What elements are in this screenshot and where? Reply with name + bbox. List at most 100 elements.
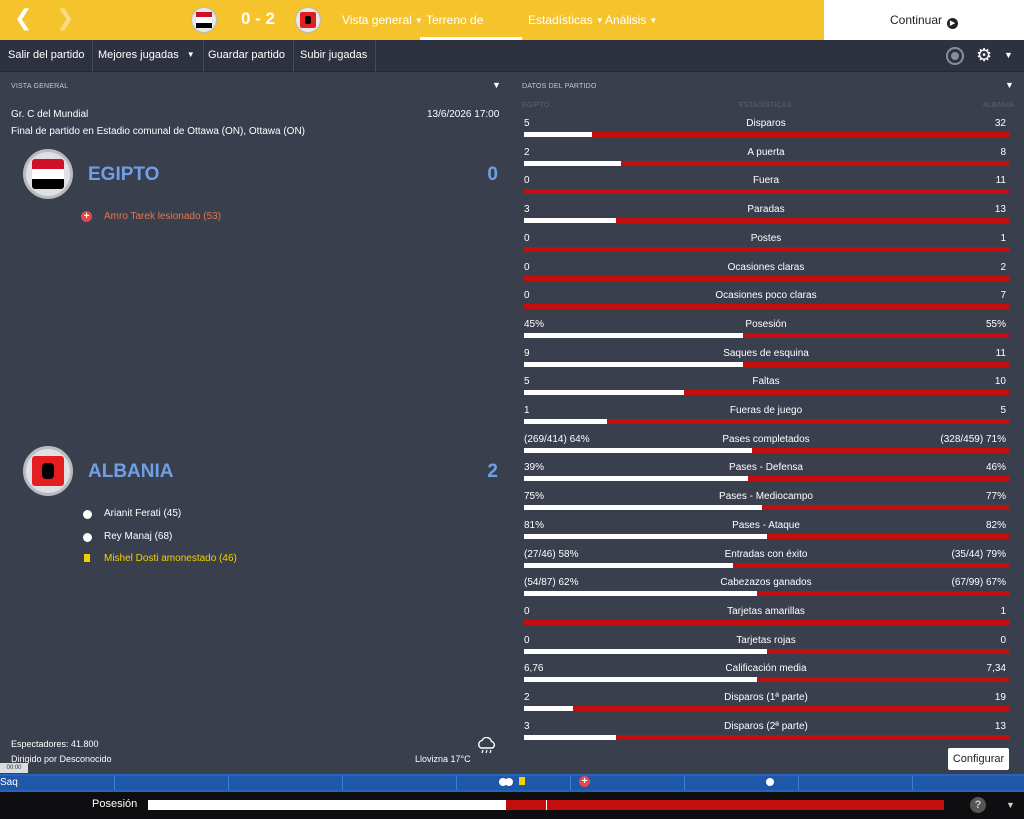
tab-vista-general[interactable]: Vista general ▼ (342, 13, 423, 27)
stat-away-value: 5 (1000, 405, 1006, 416)
stat-away-value: 1 (1000, 232, 1006, 244)
home-event-injury[interactable]: Amro Tarek lesionado (53) (104, 211, 222, 222)
away-team-score: 2 (487, 461, 498, 482)
stat-away-value: 19 (994, 692, 1006, 703)
away-team-name[interactable]: ALBANIA (88, 461, 174, 482)
egypt-crest-icon[interactable] (191, 7, 217, 33)
stat-home-value: 45% (524, 318, 545, 330)
possession-label: Posesión (92, 798, 138, 810)
stat-bar-home-fill (524, 648, 767, 654)
weather-label: Llovizna 17°C (415, 754, 471, 764)
stat-home-value: 0 (524, 175, 530, 187)
tab-analisis[interactable]: Análisis ▼ (605, 13, 658, 27)
stat-home-value: (269/414) 64% (524, 433, 590, 445)
tab-terreno-de-juego[interactable]: Terreno de juego▼ (420, 0, 522, 67)
match-stats-section-title: DATOS DEL PARTIDO (522, 83, 597, 90)
chevron-down-icon: ▼ (186, 50, 195, 59)
stat-row: 0 Ocasiones poco claras 7 (522, 290, 1010, 319)
back-arrow-icon[interactable]: ❮ (14, 6, 33, 31)
stat-home-value: 5 (524, 376, 530, 388)
collapse-chevron-icon[interactable]: ▼ (1005, 80, 1014, 90)
home-team-name[interactable]: EGIPTO (88, 164, 160, 185)
referee-label: Dirigido por Desconocido (11, 754, 112, 764)
stat-row: 75% Pases - Mediocampo 77% (522, 491, 1010, 520)
stat-row: 0 Tarjetas rojas 0 (522, 635, 1010, 664)
albania-crest-icon[interactable] (23, 446, 73, 496)
stat-home-value: 0 (524, 290, 530, 302)
timeline-goal-ball-icon[interactable] (499, 778, 507, 786)
stat-label: Disparos (746, 118, 786, 129)
timeline-tick (114, 776, 115, 790)
highlights-menu-button[interactable]: Mejores jugadas ▼ (90, 40, 204, 72)
save-match-button[interactable]: Guardar partido (200, 40, 295, 72)
stat-label: Tarjetas rojas (736, 634, 796, 646)
stat-away-value: (35/44) 79% (951, 548, 1006, 560)
stat-row: 0 Ocasiones claras 2 (522, 262, 1010, 291)
stat-bar (524, 189, 1010, 195)
tab-estadisticas[interactable]: Estadísticas ▼ (528, 13, 604, 27)
stat-bar (524, 390, 1010, 396)
stat-row: 0 Fuera 11 (522, 175, 1010, 204)
stat-home-value: 75% (524, 491, 545, 503)
configure-button[interactable]: Configurar (948, 748, 1009, 770)
stat-home-value: 3 (524, 204, 530, 216)
stat-home-value: (27/46) 58% (524, 548, 579, 560)
stat-bar-home-fill (524, 419, 607, 424)
stat-bar (524, 562, 1010, 568)
collapse-chevron-icon[interactable]: ▼ (492, 80, 501, 90)
stat-away-value: (328/459) 71% (940, 433, 1006, 445)
stat-bar (524, 648, 1010, 654)
exit-match-button[interactable]: Salir del partido (0, 40, 94, 72)
stat-home-value: 6,76 (524, 663, 544, 675)
timeline-tick (912, 776, 913, 790)
stat-away-value: 7 (1000, 290, 1006, 302)
stat-away-value: 11 (995, 347, 1006, 359)
stat-label: Faltas (752, 376, 780, 388)
stat-bar (524, 677, 1010, 683)
timeline-goal-ball-icon[interactable] (505, 778, 513, 786)
chevron-down-icon[interactable]: ▼ (1006, 800, 1015, 810)
stat-bar-home-fill (524, 447, 752, 453)
stat-bar-home-fill (524, 505, 762, 511)
egypt-crest-icon[interactable] (23, 149, 73, 199)
chevron-down-icon: ▼ (414, 16, 423, 25)
stat-label: Saques de esquina (723, 347, 809, 359)
stat-label: Disparos (2ª parte) (724, 720, 808, 732)
stat-row: 0 Postes 1 (522, 233, 1010, 262)
stat-away-value: 2 (1000, 261, 1006, 273)
stat-home-value: 2 (524, 692, 530, 703)
possession-bar-home-fill (148, 800, 506, 810)
albania-crest-icon[interactable] (295, 7, 321, 33)
stat-label: Fuera (752, 175, 780, 187)
stat-bar (524, 706, 1010, 711)
stat-bar (524, 332, 1010, 338)
timeline-tick (456, 776, 457, 790)
stat-bar (524, 533, 1010, 539)
away-event-booking[interactable]: Mishel Dosti amonestado (46) (104, 553, 237, 564)
timeline-goal-ball-icon[interactable] (766, 778, 774, 786)
gear-icon[interactable]: ⚙ (976, 45, 993, 66)
attendance-label: Espectadores: 41.800 (11, 739, 99, 749)
upload-highlights-button[interactable]: Subir jugadas (292, 40, 377, 72)
stat-label: Tarjetas amarillas (727, 605, 805, 617)
record-icon[interactable] (946, 47, 964, 65)
stat-bar (524, 361, 1010, 367)
stat-bar-home-fill (524, 160, 621, 166)
stat-home-value: 39% (524, 462, 545, 474)
timeline-injury-icon[interactable]: + (579, 776, 590, 787)
stat-bar (524, 476, 1010, 482)
chevron-down-icon[interactable]: ▼ (1004, 50, 1013, 60)
away-event-goal[interactable]: Rey Manaj (68) (104, 531, 173, 542)
stat-home-value: 81% (524, 519, 545, 531)
stat-away-value: 13 (994, 204, 1006, 216)
stat-bar-home-fill (524, 390, 684, 396)
forward-arrow-icon[interactable]: ❯ (56, 6, 75, 31)
timeline-yellow-card-icon[interactable] (519, 777, 525, 785)
stat-label: Ocasiones poco claras (715, 290, 817, 302)
continue-button[interactable]: Continuar ▶ (824, 0, 1024, 40)
stat-away-value: 1 (1000, 605, 1006, 617)
help-icon[interactable]: ? (970, 797, 986, 813)
away-event-goal[interactable]: Arianit Ferati (45) (104, 508, 182, 519)
stat-bar-home-fill (524, 332, 743, 338)
stat-label: Entradas con éxito (724, 548, 808, 560)
